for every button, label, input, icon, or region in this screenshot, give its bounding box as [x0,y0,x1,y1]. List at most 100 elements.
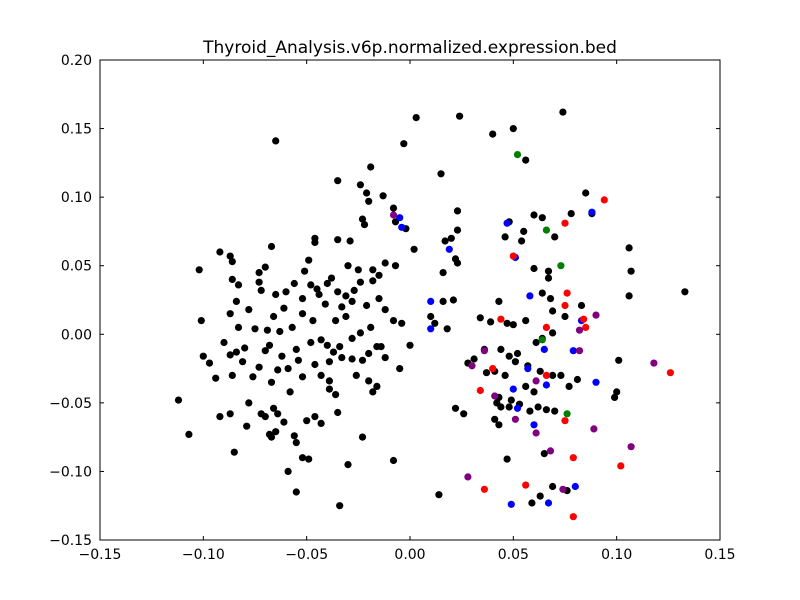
data-point [396,214,404,222]
data-point [358,433,367,441]
data-point [491,392,499,400]
data-point [338,303,346,311]
data-point [356,181,364,189]
data-point [346,237,354,245]
data-point [503,219,511,227]
data-point [228,275,236,283]
data-point [265,341,274,349]
data-point [342,312,350,321]
data-point [522,481,530,489]
data-point [232,297,240,305]
y-tick-label: 0.05 [61,259,92,275]
data-point [315,290,323,299]
x-tick-label: 0.00 [394,547,425,563]
data-point [298,310,307,318]
data-point [323,341,331,349]
data-point [435,491,443,499]
data-point [398,223,406,231]
data-point [241,344,249,352]
data-point [617,462,625,470]
data-point [565,382,573,390]
data-point [503,319,511,327]
data-point [627,267,635,275]
data-point [625,292,633,300]
data-point [325,377,333,385]
points-layer [174,108,689,521]
data-point [575,326,584,334]
x-tick-label: −0.15 [79,547,122,563]
data-point [480,347,488,355]
data-point [274,366,282,374]
y-tick-label: −0.15 [49,533,92,549]
data-point [298,454,307,462]
data-point [542,381,551,389]
data-point [532,338,540,347]
data-point [197,317,205,325]
data-point [497,315,505,323]
y-tick-label: 0.20 [61,53,92,69]
data-point [582,189,590,197]
data-point [367,163,375,171]
data-point [336,343,344,351]
data-point [282,288,290,296]
data-point [577,301,586,310]
data-point [261,347,269,355]
data-point [199,352,207,360]
data-point [522,156,530,164]
data-point [303,417,311,425]
data-point [301,267,309,275]
data-point [329,348,338,356]
data-point [375,295,383,303]
data-point [298,373,307,381]
data-point [592,311,600,319]
data-point [513,404,522,412]
data-point [441,237,449,245]
x-tick-label: −0.05 [285,547,328,563]
data-point [377,343,385,351]
data-point [501,233,509,241]
data-point [487,318,495,326]
data-point [280,418,288,426]
data-point [557,371,565,379]
data-point [575,347,584,355]
data-point [389,317,398,325]
data-point [437,170,445,178]
data-point [625,244,633,252]
data-point [522,382,530,390]
data-point [325,385,333,393]
data-point [532,429,540,437]
data-point [476,314,484,322]
data-point [230,448,238,456]
data-point [261,413,269,421]
data-point [185,430,193,438]
data-point [212,374,220,382]
data-point [538,289,546,297]
data-point [323,279,331,288]
data-point [513,151,522,159]
data-point [365,197,373,205]
data-point [317,336,325,344]
data-point [412,114,420,122]
data-point [530,421,538,429]
data-point [495,421,503,429]
data-point [348,334,356,342]
data-point [228,371,236,379]
data-point [257,286,265,294]
data-point [332,391,340,399]
data-point [348,297,356,305]
data-point [278,352,286,360]
y-axis: −0.15 −0.10 −0.05 0.00 0.05 0.10 0.15 0.20 [49,53,720,549]
data-point [582,323,590,331]
data-point [280,304,288,312]
data-point [239,358,247,366]
data-point [561,219,569,227]
data-point [546,295,555,303]
data-point [580,315,588,323]
data-point [464,473,472,481]
data-point [503,455,511,463]
data-point [292,439,300,447]
data-point [391,262,400,270]
data-point [513,349,522,358]
data-point [298,295,307,303]
